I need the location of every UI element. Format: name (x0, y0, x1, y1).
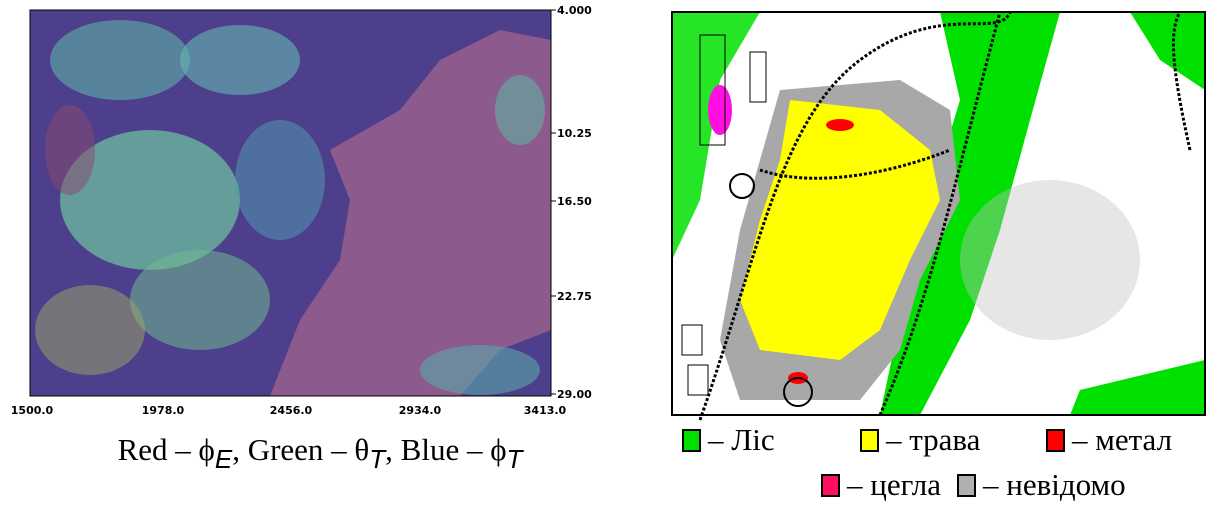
legend-swatch (682, 429, 701, 452)
caption-subscript: T (369, 444, 387, 474)
y-tick-label: 16.50 (557, 195, 592, 208)
y-tick-label: 29.00 (557, 388, 592, 401)
x-tick-label: 2456.0 (270, 404, 313, 417)
x-tick-label: 1978.0 (142, 404, 185, 417)
legend-label: – метал (1071, 422, 1172, 457)
legend-label: – невідомо (982, 467, 1126, 502)
legend-swatch (1046, 429, 1065, 452)
legend-swatch (860, 429, 879, 452)
y-tick-label: 22.75 (557, 290, 592, 303)
legend-label: – трава (885, 422, 981, 457)
y-tick-label: 4.000 (557, 4, 592, 17)
legend-swatch (957, 474, 976, 497)
caption-text: Red – ϕ (118, 432, 215, 467)
classification-map (671, 11, 1206, 421)
caption-text: , Blue – ϕ (385, 432, 506, 467)
caption-subscript: T (507, 444, 525, 474)
y-tick-label: 10.25 (557, 127, 592, 140)
x-tick-label: 3413.0 (524, 404, 567, 417)
legend-label: – Ліс (707, 422, 775, 457)
legend-label: – цегла (846, 467, 941, 502)
x-tick-label: 1500.0 (11, 404, 54, 417)
x-tick-label: 2934.0 (399, 404, 442, 417)
caption-text: , Green – θ (232, 432, 369, 467)
polarimetric-image (29, 9, 552, 397)
legend-swatch (821, 474, 840, 497)
caption-subscript: E (215, 444, 233, 474)
caption: Red – ϕE, Green – θT, Blue – ϕT (118, 432, 525, 474)
